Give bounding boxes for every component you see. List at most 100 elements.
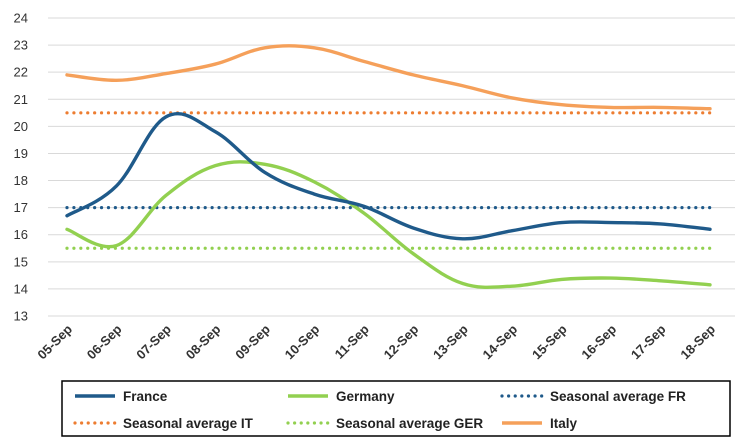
legend-item-france: France — [75, 389, 168, 404]
x-tick-label: 10-Sep — [282, 321, 323, 362]
legend-label-seasonal-average-fr: Seasonal average FR — [550, 389, 686, 404]
data-point-seasonal-average-fr — [314, 207, 316, 209]
series-germany — [65, 160, 712, 290]
data-point-germany — [116, 245, 118, 247]
data-point-france — [314, 193, 316, 195]
data-point-seasonal-average-it — [709, 112, 711, 114]
data-point-seasonal-average-it — [314, 112, 316, 114]
data-point-italy — [660, 107, 662, 109]
series-line-germany — [65, 160, 712, 290]
data-point-seasonal-average-ger — [561, 247, 563, 249]
data-point-seasonal-average-fr — [660, 207, 662, 209]
series-lines — [65, 44, 712, 290]
data-point-seasonal-average-fr — [709, 207, 711, 209]
data-point-seasonal-average-it — [660, 112, 662, 114]
data-point-germany — [264, 163, 266, 165]
legend-frame — [61, 380, 731, 437]
data-point-germany — [66, 229, 68, 231]
data-point-seasonal-average-ger — [660, 247, 662, 249]
x-tick-label: 09-Sep — [232, 321, 273, 362]
data-point-germany — [314, 181, 316, 183]
legend-label-france: France — [123, 389, 168, 404]
series-seasonal-average-ger — [65, 246, 712, 250]
x-tick-label: 18-Sep — [677, 321, 718, 362]
data-point-seasonal-average-fr — [610, 207, 612, 209]
data-point-seasonal-average-ger — [66, 247, 68, 249]
data-point-germany — [610, 277, 612, 279]
data-point-germany — [165, 195, 167, 197]
data-point-france — [66, 215, 68, 217]
data-point-italy — [412, 74, 414, 76]
data-point-italy — [511, 97, 513, 99]
data-point-seasonal-average-it — [116, 112, 118, 114]
x-tick-label: 17-Sep — [628, 321, 669, 362]
data-point-seasonal-average-fr — [165, 207, 167, 209]
y-tick-label: 21 — [14, 92, 28, 107]
x-tick-label: 05-Sep — [34, 321, 75, 362]
data-point-italy — [610, 107, 612, 109]
x-tick-label: 12-Sep — [381, 321, 422, 362]
x-tick-label: 08-Sep — [183, 321, 224, 362]
series-seasonal-average-it — [65, 111, 712, 115]
legend-item-italy: Italy — [502, 416, 578, 431]
series-line-france — [65, 111, 712, 241]
data-point-seasonal-average-fr — [116, 207, 118, 209]
data-point-germany — [363, 212, 365, 214]
data-point-italy — [314, 47, 316, 49]
legend: France Germany Seasonal average FR Seasonal… — [61, 380, 731, 437]
data-point-seasonal-average-fr — [264, 207, 266, 209]
data-point-france — [561, 222, 563, 224]
data-point-seasonal-average-ger — [412, 247, 414, 249]
data-point-seasonal-average-ger — [363, 247, 365, 249]
data-point-italy — [462, 85, 464, 87]
y-tick-label: 14 — [14, 281, 28, 296]
data-point-germany — [561, 279, 563, 281]
data-point-italy — [215, 63, 217, 65]
y-tick-label: 18 — [14, 173, 28, 188]
x-tick-label: 07-Sep — [133, 321, 174, 362]
x-tick-label: 16-Sep — [578, 321, 619, 362]
data-point-germany — [511, 285, 513, 287]
data-point-germany — [709, 284, 711, 286]
data-point-seasonal-average-it — [462, 112, 464, 114]
data-point-germany — [215, 165, 217, 167]
data-point-seasonal-average-it — [165, 112, 167, 114]
data-point-seasonal-average-ger — [610, 247, 612, 249]
y-tick-label: 22 — [14, 65, 28, 80]
data-point-france — [165, 116, 167, 118]
x-axis-ticks: 05-Sep 06-Sep 07-Sep 08-Sep 09-Sep 10-Sep 11-S… — [34, 321, 718, 362]
data-point-france — [610, 222, 612, 224]
data-point-seasonal-average-it — [511, 112, 513, 114]
y-tick-label: 20 — [14, 119, 28, 134]
legend-item-seasonal-average-it: Seasonal average IT — [73, 416, 254, 431]
y-tick-label: 23 — [14, 38, 28, 53]
data-point-germany — [412, 253, 414, 255]
data-point-seasonal-average-it — [610, 112, 612, 114]
data-point-france — [511, 230, 513, 232]
data-point-seasonal-average-ger — [709, 247, 711, 249]
data-point-seasonal-average-it — [264, 112, 266, 114]
data-point-seasonal-average-ger — [165, 247, 167, 249]
data-point-italy — [363, 61, 365, 63]
data-point-italy — [165, 73, 167, 75]
y-axis-ticks: 13 14 15 16 17 18 19 20 21 22 23 24 — [14, 11, 28, 324]
data-point-italy — [66, 74, 68, 76]
data-point-seasonal-average-ger — [215, 247, 217, 249]
y-tick-label: 13 — [14, 309, 28, 324]
series-line-italy — [65, 44, 712, 111]
y-tick-label: 16 — [14, 227, 28, 242]
data-point-italy — [561, 104, 563, 106]
data-point-france — [709, 229, 711, 231]
data-point-germany — [660, 280, 662, 282]
x-tick-label: 15-Sep — [529, 321, 570, 362]
y-tick-label: 24 — [14, 11, 28, 26]
data-point-italy — [116, 80, 118, 82]
data-point-seasonal-average-fr — [66, 207, 68, 209]
data-point-seasonal-average-fr — [462, 207, 464, 209]
data-point-italy — [264, 47, 266, 49]
x-tick-label: 11-Sep — [332, 321, 372, 361]
legend-label-seasonal-average-it: Seasonal average IT — [123, 416, 254, 431]
x-tick-label: 13-Sep — [430, 321, 471, 362]
